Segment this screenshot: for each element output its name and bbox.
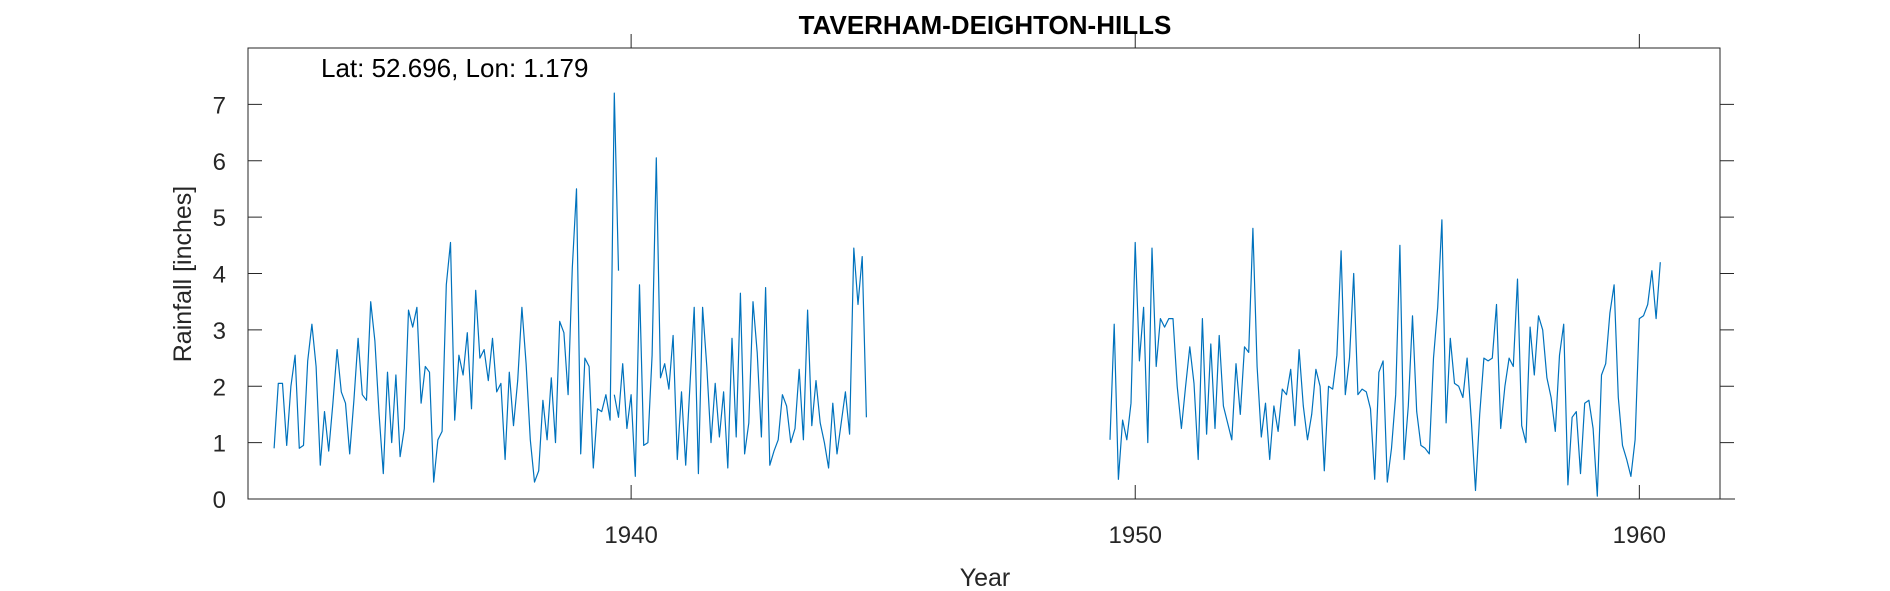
rainfall-line-segment-2 [613, 157, 867, 477]
chart-title: TAVERHAM-DEIGHTON-HILLS [799, 10, 1172, 40]
rainfall-series [273, 92, 1661, 497]
y-tick-label: 4 [213, 262, 226, 289]
x-axis-label: Year [960, 564, 1011, 591]
x-tick-label: 1960 [1613, 522, 1666, 549]
x-axis-ticks: 1940 1950 1960 [604, 34, 1666, 549]
y-axis-ticks: 0 1 2 3 4 5 6 7 [213, 92, 1734, 514]
rainfall-line-segment-3 [1109, 219, 1661, 497]
x-tick-label: 1940 [604, 522, 657, 549]
y-tick-label: 7 [213, 92, 226, 119]
location-annotation: Lat: 52.696, Lon: 1.179 [321, 53, 588, 83]
y-tick-label: 6 [213, 149, 226, 176]
y-axis-label: Rainfall [inches] [169, 186, 197, 362]
plot-area [247, 47, 1721, 500]
y-tick-label: 2 [213, 374, 226, 401]
y-tick-label: 1 [213, 431, 226, 458]
y-tick-label: 5 [213, 205, 226, 232]
x-tick-label: 1950 [1109, 522, 1162, 549]
y-tick-label: 3 [213, 318, 226, 345]
rainfall-line-segment-1 [273, 92, 620, 483]
y-tick-label: 0 [213, 487, 226, 514]
